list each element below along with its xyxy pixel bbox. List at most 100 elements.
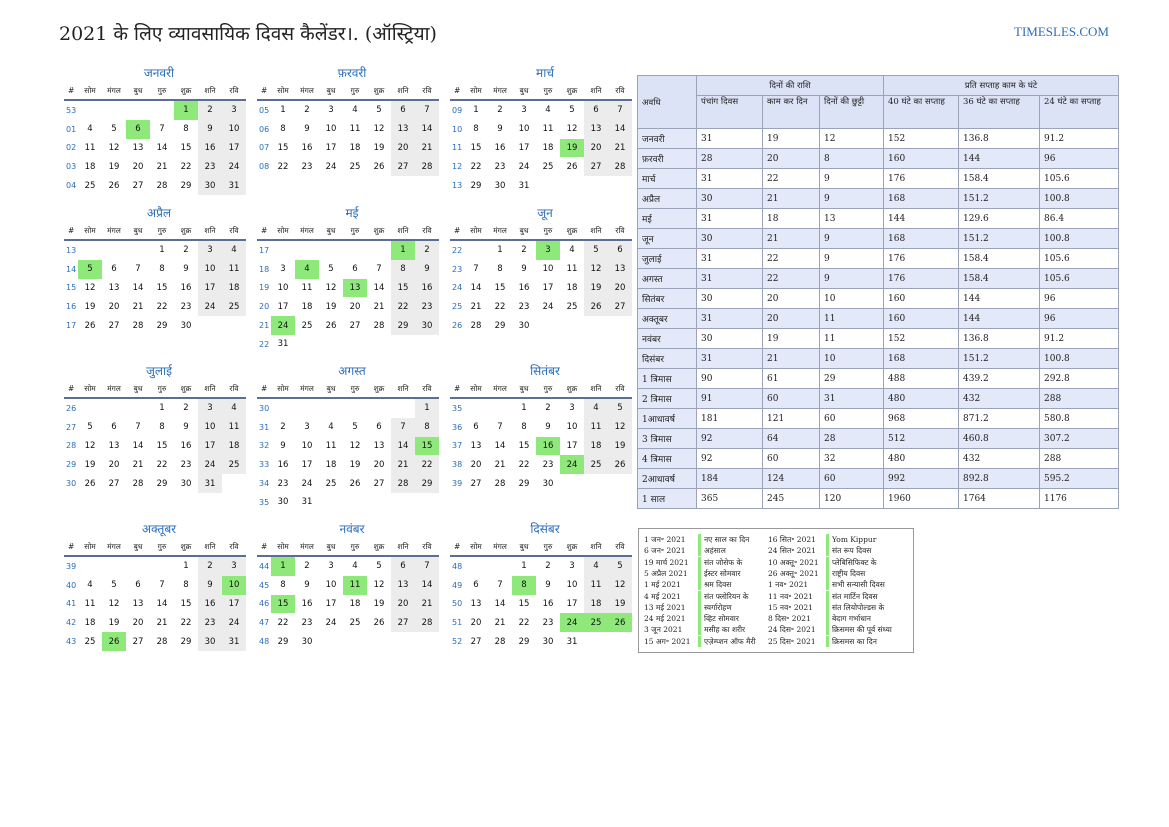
day-cell[interactable]: 19 [84, 459, 96, 470]
day-cell[interactable]: 14 [391, 436, 415, 456]
day-cell[interactable]: 1 [521, 561, 527, 572]
day-cell[interactable]: 20 [470, 459, 482, 470]
day-cell[interactable]: 20 [584, 138, 608, 158]
day-cell[interactable]: 25 [222, 297, 246, 317]
day-cell[interactable]: 21 [373, 301, 385, 312]
day-cell[interactable]: 18 [584, 436, 608, 456]
day-cell[interactable]: 5 [569, 105, 575, 116]
day-cell[interactable]: 26 [608, 613, 632, 633]
day-cell[interactable]: 16 [198, 594, 222, 614]
day-cell[interactable]: 18 [84, 161, 96, 172]
day-cell[interactable]: 5 [111, 124, 117, 135]
day-cell[interactable]: 21 [415, 594, 439, 614]
day-cell[interactable]: 7 [415, 100, 439, 120]
day-cell[interactable]: 17 [222, 594, 246, 614]
site-link[interactable]: TIMESLES.COM [1014, 24, 1109, 39]
day-cell[interactable]: 9 [545, 580, 551, 591]
day-cell[interactable]: 3 [328, 105, 334, 116]
day-cell[interactable]: 22 [156, 301, 168, 312]
day-cell[interactable]: 10 [325, 124, 337, 135]
day-cell[interactable]: 30 [198, 632, 222, 651]
day-cell[interactable]: 1 [174, 100, 198, 120]
day-cell[interactable]: 19 [584, 278, 608, 298]
day-cell[interactable]: 17 [198, 278, 222, 298]
day-cell[interactable]: 22 [180, 617, 192, 628]
day-cell[interactable]: 18 [301, 301, 313, 312]
day-cell[interactable]: 22 [494, 301, 506, 312]
day-cell[interactable]: 13 [132, 598, 144, 609]
day-cell[interactable]: 6 [584, 100, 608, 120]
day-cell[interactable]: 26 [84, 478, 96, 489]
day-cell[interactable]: 26 [373, 161, 385, 172]
day-cell[interactable]: 26 [349, 478, 361, 489]
day-cell[interactable]: 16 [415, 278, 439, 298]
day-cell[interactable]: 13 [391, 119, 415, 139]
day-cell[interactable]: 25 [84, 180, 96, 191]
day-cell[interactable]: 14 [132, 440, 144, 451]
day-cell[interactable]: 4 [222, 240, 246, 260]
day-cell[interactable]: 17 [566, 440, 578, 451]
day-cell[interactable]: 12 [584, 259, 608, 279]
day-cell[interactable]: 30 [180, 478, 192, 489]
day-cell[interactable]: 18 [349, 142, 361, 153]
day-cell[interactable]: 18 [566, 282, 578, 293]
day-cell[interactable]: 28 [391, 474, 415, 493]
day-cell[interactable]: 2 [415, 240, 439, 260]
day-cell[interactable]: 1 [159, 245, 165, 256]
day-cell[interactable]: 5 [87, 422, 93, 433]
day-cell[interactable]: 27 [373, 478, 385, 489]
day-cell[interactable]: 9 [497, 124, 503, 135]
day-cell[interactable]: 20 [391, 594, 415, 614]
day-cell[interactable]: 3 [328, 561, 334, 572]
day-cell[interactable]: 27 [108, 320, 120, 331]
day-cell[interactable]: 14 [494, 598, 506, 609]
day-cell[interactable]: 24 [198, 455, 222, 475]
day-cell[interactable]: 7 [159, 580, 165, 591]
day-cell[interactable]: 29 [494, 320, 506, 331]
day-cell[interactable]: 25 [584, 455, 608, 475]
day-cell[interactable]: 28 [132, 320, 144, 331]
day-cell[interactable]: 4 [328, 422, 334, 433]
day-cell[interactable]: 11 [222, 259, 246, 279]
day-cell[interactable]: 28 [156, 636, 168, 647]
day-cell[interactable]: 19 [108, 161, 120, 172]
day-cell[interactable]: 27 [391, 157, 415, 177]
day-cell[interactable]: 26 [584, 297, 608, 317]
day-cell[interactable]: 19 [608, 594, 632, 614]
day-cell[interactable]: 25 [542, 161, 554, 172]
day-cell[interactable]: 4 [295, 259, 319, 279]
day-cell[interactable]: 3 [304, 422, 310, 433]
day-cell[interactable]: 18 [84, 617, 96, 628]
day-cell[interactable]: 8 [497, 264, 503, 275]
day-cell[interactable]: 21 [608, 138, 632, 158]
day-cell[interactable]: 9 [183, 264, 189, 275]
day-cell[interactable]: 19 [108, 617, 120, 628]
day-cell[interactable]: 1 [280, 105, 286, 116]
day-cell[interactable]: 13 [608, 259, 632, 279]
day-cell[interactable]: 29 [156, 478, 168, 489]
day-cell[interactable]: 29 [156, 320, 168, 331]
day-cell[interactable]: 7 [376, 264, 382, 275]
day-cell[interactable]: 25 [222, 455, 246, 475]
day-cell[interactable]: 16 [198, 138, 222, 158]
day-cell[interactable]: 24 [301, 478, 313, 489]
day-cell[interactable]: 27 [470, 636, 482, 647]
day-cell[interactable]: 19 [84, 301, 96, 312]
day-cell[interactable]: 25 [349, 161, 361, 172]
day-cell[interactable]: 16 [494, 142, 506, 153]
day-cell[interactable]: 24 [325, 161, 337, 172]
day-cell[interactable]: 8 [415, 417, 439, 437]
day-cell[interactable]: 26 [373, 617, 385, 628]
day-cell[interactable]: 3 [222, 100, 246, 120]
day-cell[interactable]: 6 [376, 422, 382, 433]
day-cell[interactable]: 23 [198, 157, 222, 177]
day-cell[interactable]: 15 [415, 436, 439, 456]
day-cell[interactable]: 21 [391, 455, 415, 475]
day-cell[interactable]: 3 [198, 240, 222, 260]
day-cell[interactable]: 17 [198, 436, 222, 456]
day-cell[interactable]: 30 [415, 316, 439, 335]
day-cell[interactable]: 2 [304, 105, 310, 116]
day-cell[interactable]: 14 [373, 282, 385, 293]
day-cell[interactable]: 19 [608, 436, 632, 456]
day-cell[interactable]: 19 [373, 142, 385, 153]
